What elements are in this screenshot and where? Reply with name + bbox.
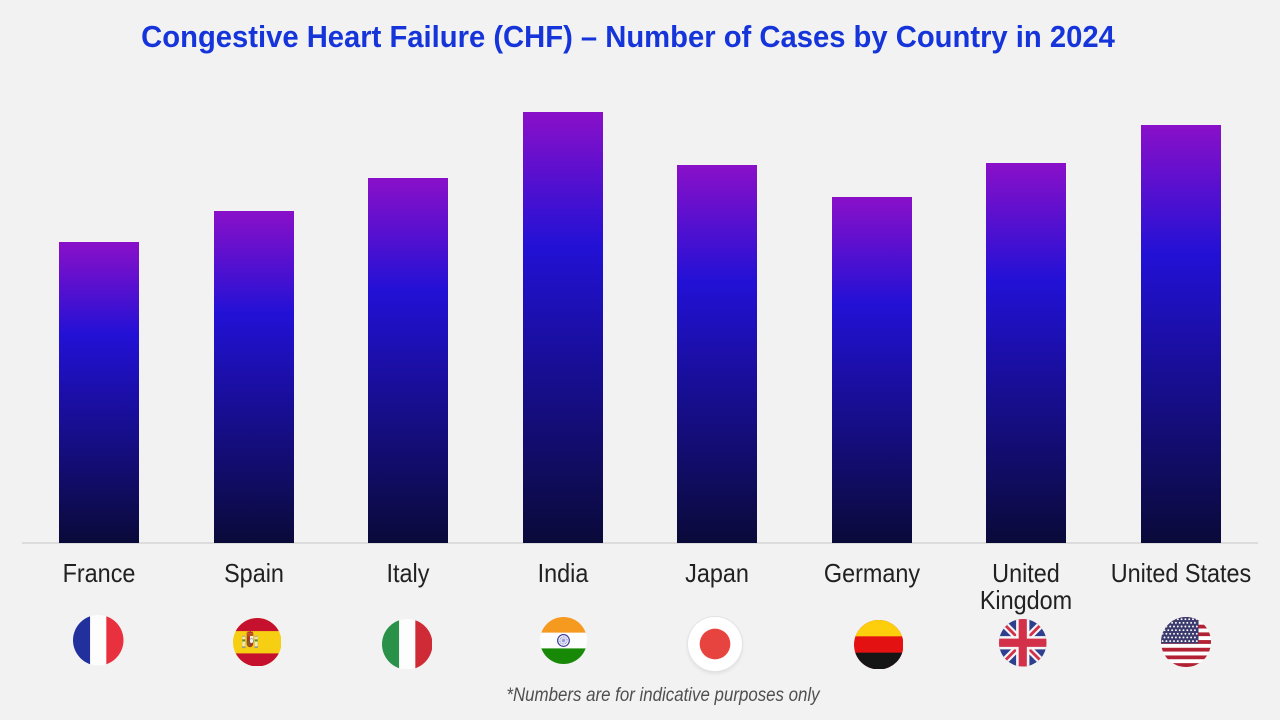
category-label-italy: Italy	[386, 558, 430, 588]
chart-title: Congestive Heart Failure (CHF) – Number …	[141, 19, 1115, 54]
bar-italy	[368, 177, 449, 543]
germany-flag-icon	[853, 619, 904, 669]
bar-united-kingdom	[986, 163, 1067, 543]
footnote-text: *Numbers are for indicative purposes onl…	[506, 685, 821, 706]
bar-germany	[831, 197, 912, 543]
bar-united-states	[1140, 124, 1221, 543]
japan-flag-icon	[688, 617, 742, 671]
category-label-spain: Spain	[223, 558, 284, 588]
category-label-japan: Japan	[685, 558, 750, 588]
italy-flag-icon	[381, 618, 433, 670]
india-flag-icon	[540, 617, 588, 664]
x-axis-line	[22, 542, 1258, 544]
bar-spain	[213, 211, 294, 543]
united-states-flag-icon	[1161, 617, 1212, 667]
spain-flag-icon	[232, 617, 282, 667]
category-label-united-states: United States	[1110, 558, 1252, 588]
united-kingdom-flag-icon	[999, 619, 1047, 667]
category-label-france: France	[62, 558, 136, 588]
france-flag-icon	[73, 615, 124, 666]
bar-japan	[677, 165, 758, 543]
bar-france	[59, 242, 140, 543]
category-label-india: India	[537, 558, 589, 588]
category-label-germany: Germany	[823, 558, 920, 588]
category-label-united-kingdom: United Kingdom	[980, 558, 1073, 615]
bar-india	[522, 112, 603, 543]
